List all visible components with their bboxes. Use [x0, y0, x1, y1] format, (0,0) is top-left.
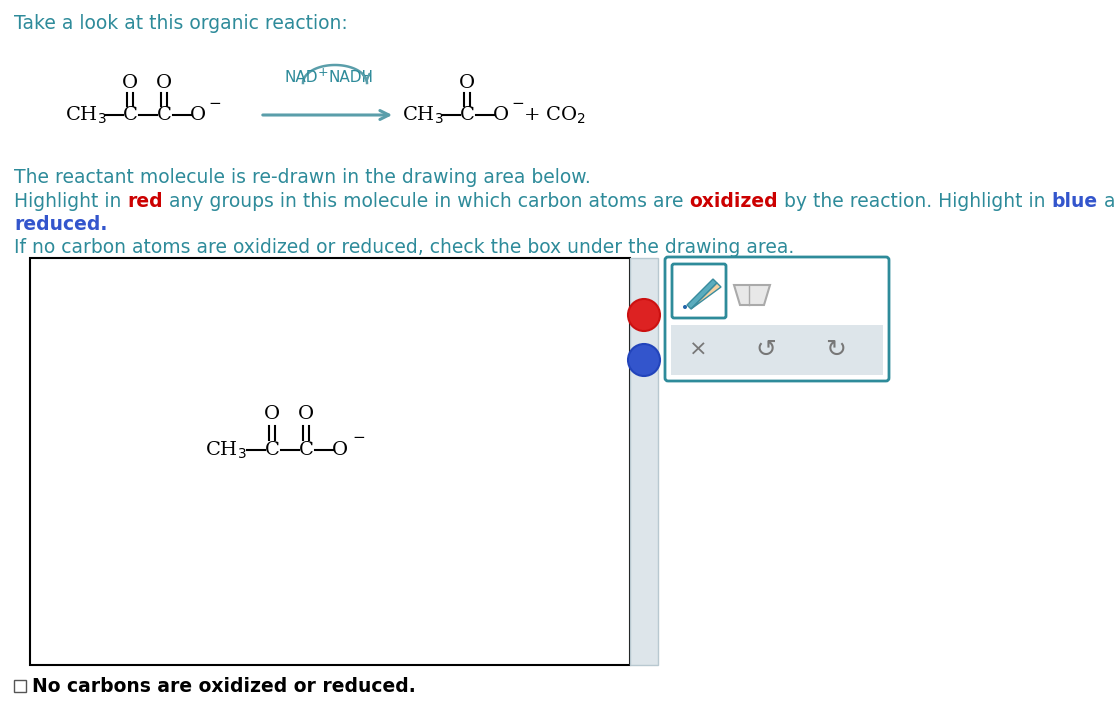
Polygon shape — [734, 285, 770, 305]
Text: The reactant molecule is re-drawn in the drawing area below.: The reactant molecule is re-drawn in the… — [15, 168, 591, 187]
Text: C: C — [156, 106, 171, 124]
Text: by the reaction. Highlight in: by the reaction. Highlight in — [779, 192, 1051, 211]
Text: NADH: NADH — [330, 70, 374, 85]
Text: No carbons are oxidized or reduced.: No carbons are oxidized or reduced. — [32, 677, 416, 695]
Text: O: O — [264, 405, 280, 423]
Bar — [30, 258, 630, 665]
Text: reduced.: reduced. — [15, 215, 107, 234]
Text: O: O — [156, 74, 172, 92]
Text: If no carbon atoms are oxidized or reduced, check the box under the drawing area: If no carbon atoms are oxidized or reduc… — [15, 238, 794, 257]
Text: blue: blue — [1051, 192, 1098, 211]
Text: O: O — [332, 441, 349, 459]
Text: any groups in this molecule in which carbon atoms are: any groups in this molecule in which car… — [163, 192, 689, 211]
Text: red: red — [127, 192, 163, 211]
Text: C: C — [123, 106, 137, 124]
Circle shape — [628, 299, 660, 331]
Text: oxidized: oxidized — [689, 192, 779, 211]
Text: any groups in which carbon atoms are: any groups in which carbon atoms are — [1098, 192, 1117, 211]
Text: C: C — [459, 106, 475, 124]
Text: O: O — [493, 106, 509, 124]
FancyBboxPatch shape — [672, 264, 726, 318]
Text: ×: × — [689, 340, 707, 360]
Bar — [15, 680, 26, 692]
Text: C: C — [265, 441, 279, 459]
Text: C: C — [298, 441, 314, 459]
Text: O: O — [298, 405, 314, 423]
Text: NAD: NAD — [285, 70, 318, 85]
Text: CH$_3$: CH$_3$ — [65, 105, 106, 125]
Bar — [671, 325, 884, 375]
Text: O: O — [190, 106, 206, 124]
Text: −: − — [208, 97, 221, 111]
Text: CH$_3$: CH$_3$ — [402, 105, 443, 125]
Text: CH$_3$: CH$_3$ — [206, 440, 247, 460]
Text: Take a look at this organic reaction:: Take a look at this organic reaction: — [15, 14, 347, 33]
Text: −: − — [352, 431, 365, 445]
Circle shape — [628, 344, 660, 376]
Polygon shape — [687, 279, 717, 309]
Circle shape — [682, 305, 687, 309]
Text: Highlight in: Highlight in — [15, 192, 127, 211]
Text: O: O — [122, 74, 139, 92]
Text: −: − — [510, 97, 524, 111]
Text: +: + — [318, 67, 328, 79]
Text: ↺: ↺ — [755, 338, 776, 362]
Text: + CO$_2$: + CO$_2$ — [523, 105, 586, 125]
Polygon shape — [691, 283, 720, 309]
FancyBboxPatch shape — [665, 257, 889, 381]
Bar — [630, 258, 658, 665]
Text: O: O — [459, 74, 475, 92]
Text: ↻: ↻ — [825, 338, 847, 362]
